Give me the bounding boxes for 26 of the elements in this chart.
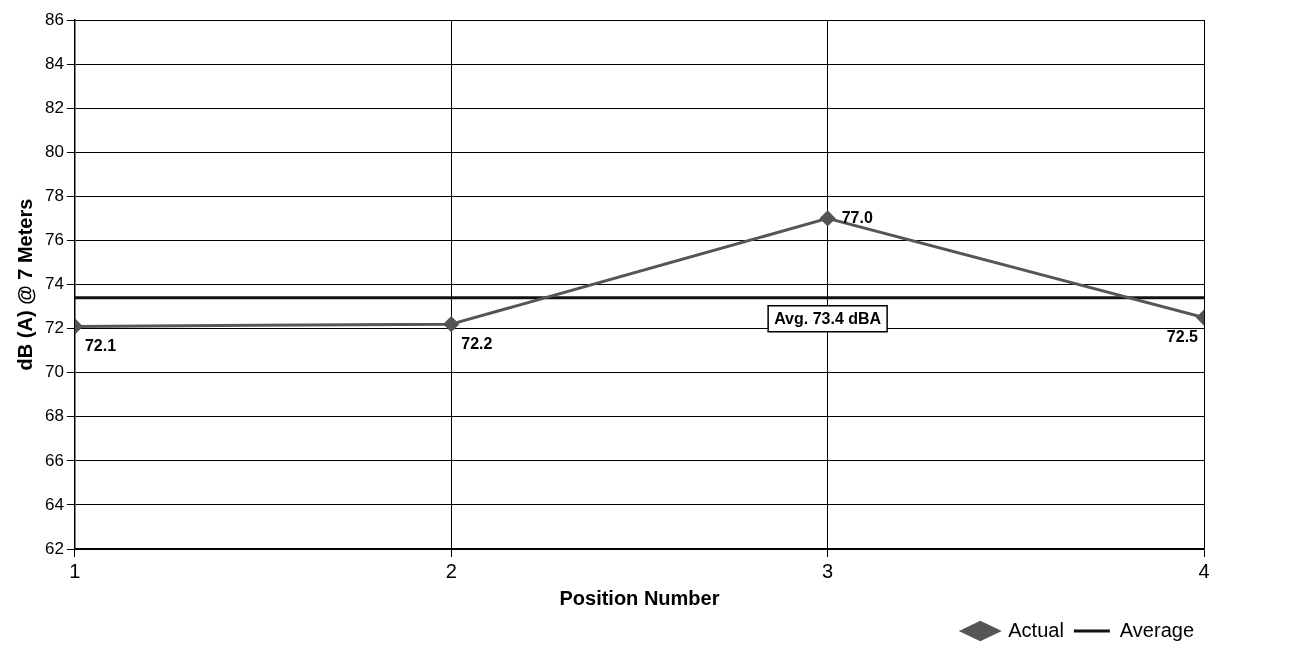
- y-tick-label: 66: [44, 450, 64, 470]
- y-tick-label: 80: [44, 141, 64, 161]
- y-tick-label: 78: [44, 186, 64, 206]
- annotation: Avg. 73.4 dBA: [774, 310, 882, 328]
- y-tick-label: 72: [44, 318, 64, 338]
- x-tick-label: 1: [69, 559, 81, 582]
- y-tick-label: 74: [44, 274, 64, 294]
- x-tick-label: 3: [822, 559, 834, 582]
- y-tick-label: 70: [44, 362, 64, 382]
- y-tick-label: 76: [44, 230, 64, 250]
- legend-label: Actual: [1008, 618, 1064, 641]
- y-tick-label: 62: [44, 538, 64, 558]
- data-label: 72.2: [461, 334, 493, 352]
- y-tick-label: 82: [44, 97, 64, 117]
- x-tick-label: 4: [1198, 559, 1210, 582]
- y-axis-title: dB (A) @ 7 Meters: [13, 198, 36, 371]
- data-label: 72.1: [84, 336, 117, 354]
- y-tick-label: 68: [44, 406, 64, 426]
- x-axis-title: Position Number: [559, 586, 720, 609]
- y-tick-label: 84: [44, 53, 64, 73]
- y-tick-label: 64: [44, 494, 64, 514]
- data-label: 77.0: [841, 208, 873, 226]
- x-tick-label: 2: [445, 559, 457, 582]
- data-label: 72.5: [1166, 327, 1199, 345]
- y-tick-label: 86: [44, 9, 64, 29]
- legend-label: Average: [1119, 618, 1195, 641]
